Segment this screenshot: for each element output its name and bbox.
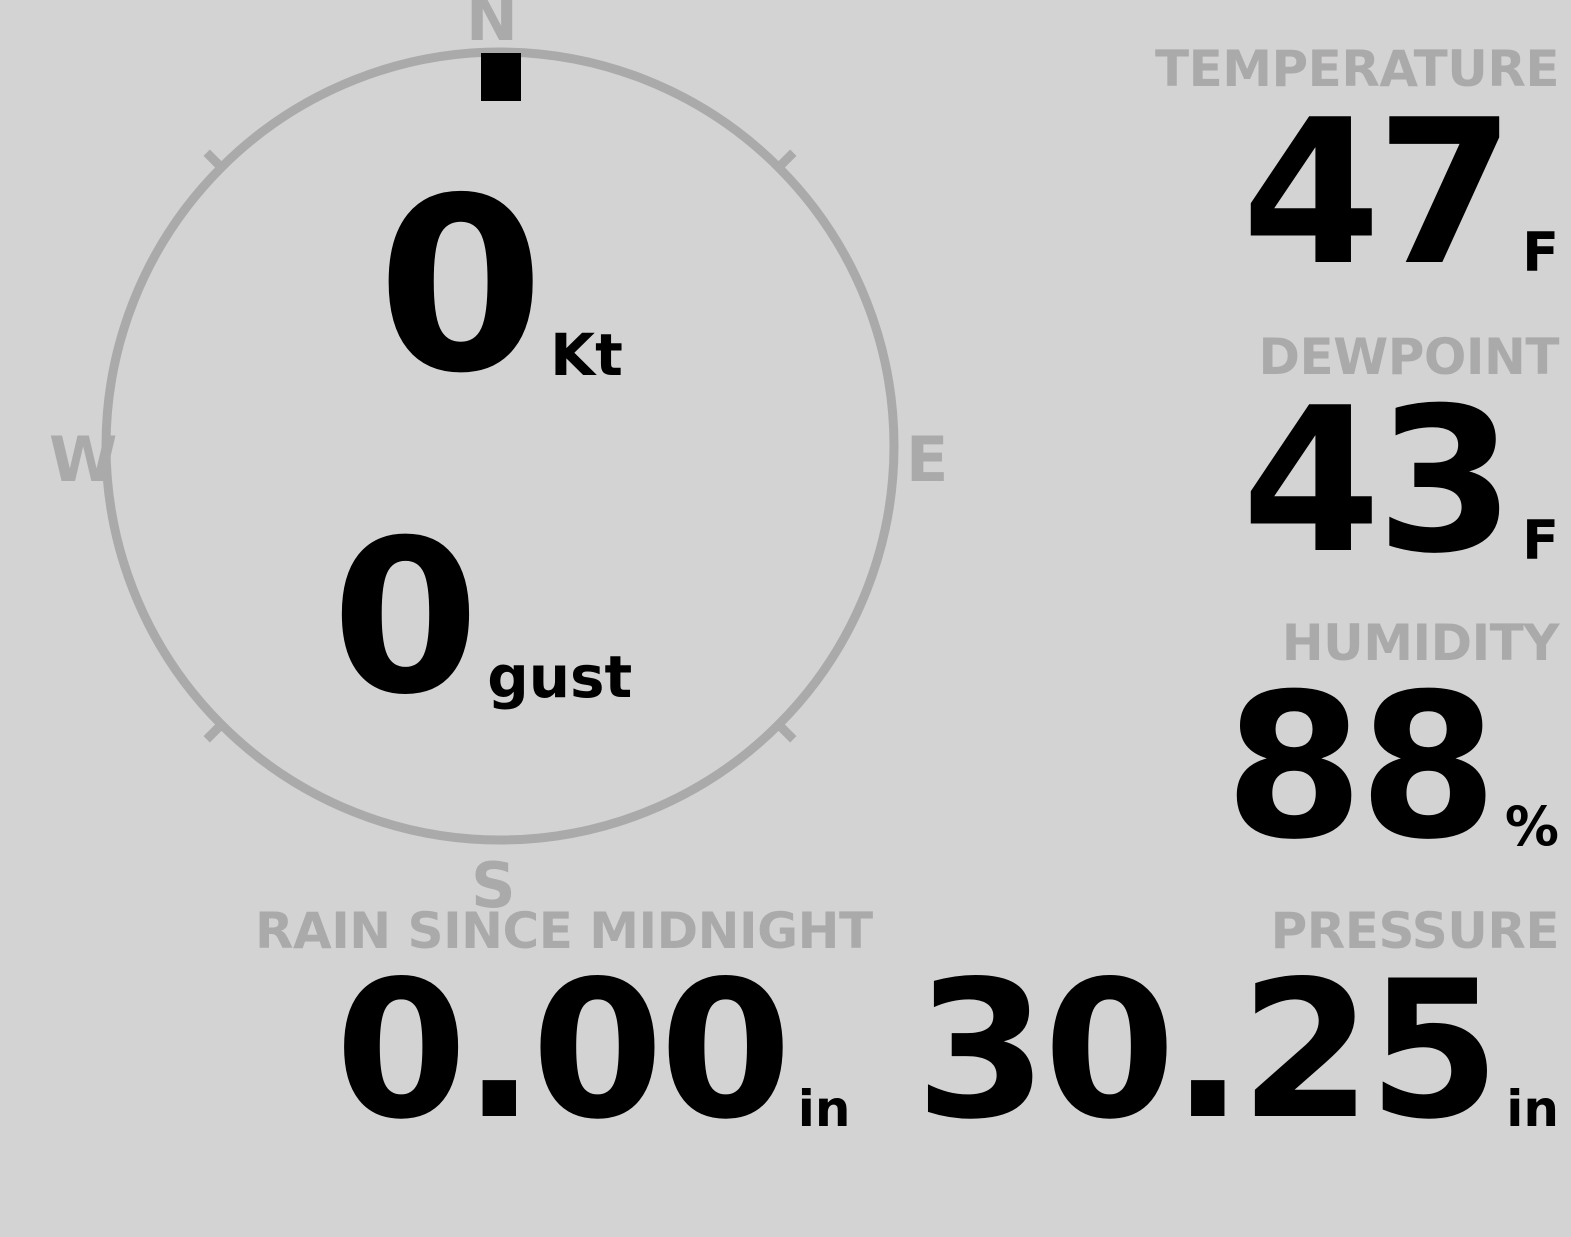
temperature-readout: TEMPERATURE 47 F	[1155, 40, 1560, 294]
rain-label: RAIN SINCE MIDNIGHT	[255, 902, 873, 960]
pressure-label: PRESSURE	[1270, 902, 1560, 960]
pressure-value: 30.25	[915, 940, 1500, 1161]
compass-ring	[101, 47, 899, 845]
dewpoint-label: DEWPOINT	[1258, 328, 1559, 386]
wind-gust-unit: gust	[487, 643, 633, 711]
temperature-value-row: 47 F	[1155, 94, 1559, 294]
wind-speed-value: 0	[377, 146, 544, 426]
humidity-value: 88	[1224, 651, 1498, 884]
humidity-readout: HUMIDITY 88 %	[1225, 614, 1560, 868]
humidity-value-row: 88 %	[1225, 668, 1559, 868]
rain-unit: in	[797, 1080, 851, 1138]
pressure-unit: in	[1506, 1080, 1559, 1138]
dewpoint-value-row: 43 F	[1242, 382, 1559, 582]
rain-value: 0.00	[335, 940, 792, 1161]
dewpoint-unit: F	[1522, 509, 1559, 572]
compass-label-west: W	[49, 423, 118, 496]
wind-speed-readout: 0 Kt	[0, 166, 1000, 406]
wind-gust-value: 0	[331, 494, 480, 741]
rain-readout: RAIN SINCE MIDNIGHT 0.00 in	[255, 906, 873, 1146]
wind-direction-pointer	[481, 53, 521, 101]
compass-ticks	[203, 149, 797, 743]
temperature-label: TEMPERATURE	[1155, 40, 1560, 98]
temperature-value: 47	[1241, 77, 1515, 310]
wind-speed-unit: Kt	[550, 321, 623, 389]
wind-compass: N S W E 0 Kt 0 gust	[0, 0, 1000, 917]
pressure-value-row: 30.25 in	[915, 956, 1559, 1146]
humidity-label: HUMIDITY	[1281, 614, 1560, 672]
humidity-unit: %	[1504, 795, 1559, 858]
dewpoint-value: 43	[1241, 365, 1515, 598]
dewpoint-readout: DEWPOINT 43 F	[1242, 328, 1560, 582]
compass-label-north: N	[466, 0, 518, 55]
compass-label-east: E	[906, 423, 949, 496]
wind-gust-readout: 0 gust	[0, 512, 1000, 724]
temperature-unit: F	[1522, 221, 1559, 284]
compass-dial	[101, 47, 899, 845]
compass-label-south: S	[471, 849, 516, 922]
pressure-readout: PRESSURE 30.25 in	[915, 906, 1559, 1146]
rain-value-row: 0.00 in	[335, 956, 873, 1146]
